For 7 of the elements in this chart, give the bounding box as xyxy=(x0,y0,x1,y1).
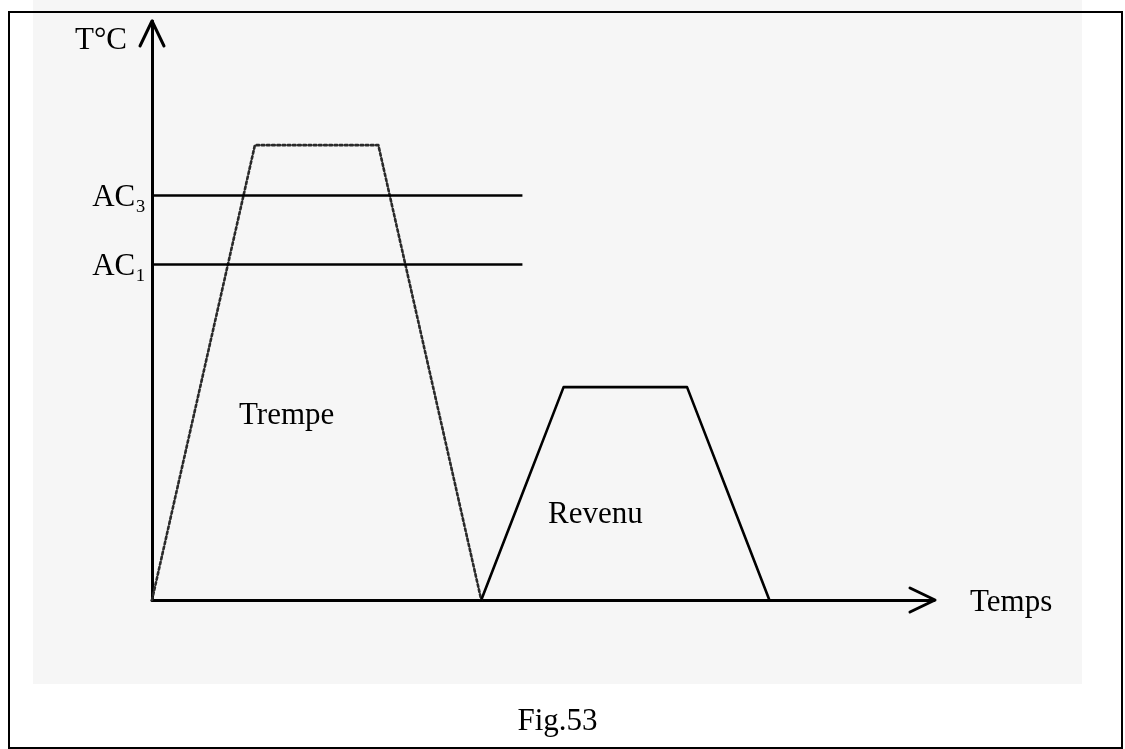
ref-line-label: AC₃ xyxy=(92,177,146,213)
caption: Fig.53 xyxy=(516,702,599,738)
series-label: Revenu xyxy=(547,495,643,531)
series-label: Trempe xyxy=(238,396,335,432)
x-axis-title: Temps xyxy=(970,582,1053,618)
ref-line-label: AC₁ xyxy=(92,246,146,282)
y-axis-title: T°C xyxy=(74,21,127,56)
